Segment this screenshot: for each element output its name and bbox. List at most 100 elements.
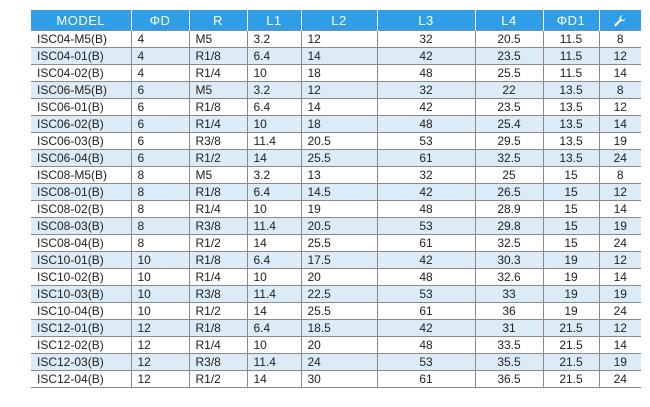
cell-model: ISC06-02(B) bbox=[31, 115, 132, 133]
cell-wrench-size: 14 bbox=[598, 200, 641, 218]
cell-l1: 6.4 bbox=[246, 319, 302, 337]
cell-wrench-size: 24 bbox=[598, 370, 641, 388]
cell-l3: 53 bbox=[376, 132, 476, 150]
cell-l2: 20 bbox=[300, 336, 378, 354]
cell-thread: M5 bbox=[188, 81, 248, 99]
cell-thread: R1/4 bbox=[188, 64, 248, 82]
cell-wrench-size: 12 bbox=[598, 183, 641, 201]
table-row: ISC04-02(B) 4 R1/4 10 18 48 25.5 11.5 14 bbox=[31, 64, 641, 82]
cell-diameter: 12 bbox=[130, 319, 190, 337]
cell-wrench-size: 24 bbox=[598, 234, 641, 252]
header-l4: L4 bbox=[475, 10, 544, 31]
cell-model: ISC12-04(B) bbox=[31, 370, 132, 388]
cell-model: ISC04-M5(B) bbox=[31, 30, 132, 48]
cell-diameter: 8 bbox=[130, 234, 190, 252]
cell-diameter: 8 bbox=[130, 200, 190, 218]
cell-l2: 25.5 bbox=[300, 302, 378, 320]
cell-diameter: 10 bbox=[130, 268, 190, 286]
table-row: ISC08-02(B) 8 R1/4 10 19 48 28.9 15 14 bbox=[31, 200, 641, 218]
table-body: ISC04-M5(B) 4 M5 3.2 12 32 20.5 11.5 8 ISC04-01(B… bbox=[31, 30, 641, 388]
cell-model: ISC08-04(B) bbox=[31, 234, 132, 252]
cell-l3: 48 bbox=[376, 336, 476, 354]
cell-wrench-size: 19 bbox=[598, 353, 641, 371]
cell-diameter-d1: 21.5 bbox=[542, 336, 600, 354]
cell-l1: 6.4 bbox=[246, 98, 302, 116]
cell-model: ISC10-01(B) bbox=[31, 251, 132, 269]
cell-diameter-d1: 21.5 bbox=[542, 353, 600, 371]
cell-thread: R1/8 bbox=[188, 47, 248, 65]
cell-l1: 10 bbox=[246, 64, 302, 82]
cell-l2: 14 bbox=[300, 98, 378, 116]
cell-l4: 32.6 bbox=[474, 268, 544, 286]
cell-wrench-size: 14 bbox=[598, 115, 641, 133]
wrench-icon bbox=[614, 14, 626, 27]
header-l2: L2 bbox=[301, 10, 378, 31]
cell-diameter-d1: 15 bbox=[542, 183, 600, 201]
cell-l4: 30.3 bbox=[474, 251, 544, 269]
cell-l1: 14 bbox=[246, 302, 302, 320]
cell-l4: 29.8 bbox=[474, 217, 544, 235]
cell-diameter: 8 bbox=[130, 166, 190, 184]
table-row: ISC08-01(B) 8 R1/8 6.4 14.5 42 26.5 15 12 bbox=[31, 183, 641, 201]
cell-l2: 25.5 bbox=[300, 234, 378, 252]
cell-wrench-size: 12 bbox=[598, 47, 641, 65]
cell-l4: 25.4 bbox=[474, 115, 544, 133]
cell-diameter: 4 bbox=[130, 30, 190, 48]
cell-l4: 31 bbox=[474, 319, 544, 337]
cell-thread: R1/8 bbox=[188, 98, 248, 116]
table-row: ISC10-01(B) 10 R1/8 6.4 17.5 42 30.3 19 12 bbox=[31, 251, 641, 269]
cell-l2: 19 bbox=[300, 200, 378, 218]
cell-l1: 11.4 bbox=[246, 353, 302, 371]
cell-model: ISC06-04(B) bbox=[31, 149, 132, 167]
cell-l3: 42 bbox=[376, 98, 476, 116]
cell-thread: R3/8 bbox=[188, 217, 248, 235]
cell-thread: R3/8 bbox=[188, 132, 248, 150]
cell-thread: R1/2 bbox=[188, 370, 248, 388]
cell-thread: R1/4 bbox=[188, 200, 248, 218]
cell-wrench-size: 24 bbox=[598, 149, 641, 167]
cell-l4: 32.5 bbox=[474, 149, 544, 167]
cell-diameter-d1: 13.5 bbox=[542, 132, 600, 150]
cell-diameter-d1: 13.5 bbox=[542, 81, 600, 99]
cell-l3: 48 bbox=[376, 268, 476, 286]
cell-thread: M5 bbox=[188, 166, 248, 184]
cell-diameter-d1: 21.5 bbox=[542, 370, 600, 388]
cell-l3: 32 bbox=[376, 81, 476, 99]
cell-l3: 32 bbox=[376, 30, 476, 48]
cell-diameter-d1: 15 bbox=[542, 234, 600, 252]
cell-thread: R1/2 bbox=[188, 302, 248, 320]
cell-diameter-d1: 13.5 bbox=[542, 115, 600, 133]
cell-l4: 28.9 bbox=[474, 200, 544, 218]
cell-model: ISC10-04(B) bbox=[31, 302, 132, 320]
cell-l4: 25.5 bbox=[474, 64, 544, 82]
cell-thread: R1/2 bbox=[188, 234, 248, 252]
cell-l1: 10 bbox=[246, 268, 302, 286]
table-row: ISC08-M5(B) 8 M5 3.2 13 32 25 15 8 bbox=[31, 166, 641, 184]
cell-model: ISC08-M5(B) bbox=[31, 166, 132, 184]
cell-l3: 42 bbox=[376, 47, 476, 65]
cell-l1: 14 bbox=[246, 370, 302, 388]
cell-diameter: 6 bbox=[130, 132, 190, 150]
cell-diameter: 4 bbox=[130, 47, 190, 65]
cell-l2: 24 bbox=[300, 353, 378, 371]
cell-l4: 33.5 bbox=[474, 336, 544, 354]
cell-diameter-d1: 13.5 bbox=[542, 149, 600, 167]
cell-l1: 10 bbox=[246, 115, 302, 133]
cell-diameter: 6 bbox=[130, 81, 190, 99]
cell-diameter: 10 bbox=[130, 251, 190, 269]
cell-l2: 13 bbox=[300, 166, 378, 184]
cell-model: ISC06-01(B) bbox=[31, 98, 132, 116]
cell-wrench-size: 19 bbox=[598, 132, 641, 150]
cell-l2: 12 bbox=[300, 30, 378, 48]
cell-diameter: 6 bbox=[130, 115, 190, 133]
cell-wrench-size: 19 bbox=[598, 217, 641, 235]
cell-model: ISC12-03(B) bbox=[31, 353, 132, 371]
cell-model: ISC04-01(B) bbox=[31, 47, 132, 65]
cell-l3: 48 bbox=[376, 115, 476, 133]
cell-l1: 14 bbox=[246, 234, 302, 252]
cell-l3: 53 bbox=[376, 353, 476, 371]
cell-diameter: 10 bbox=[130, 285, 190, 303]
cell-diameter-d1: 11.5 bbox=[542, 30, 600, 48]
cell-l3: 48 bbox=[376, 200, 476, 218]
cell-thread: R1/4 bbox=[188, 115, 248, 133]
